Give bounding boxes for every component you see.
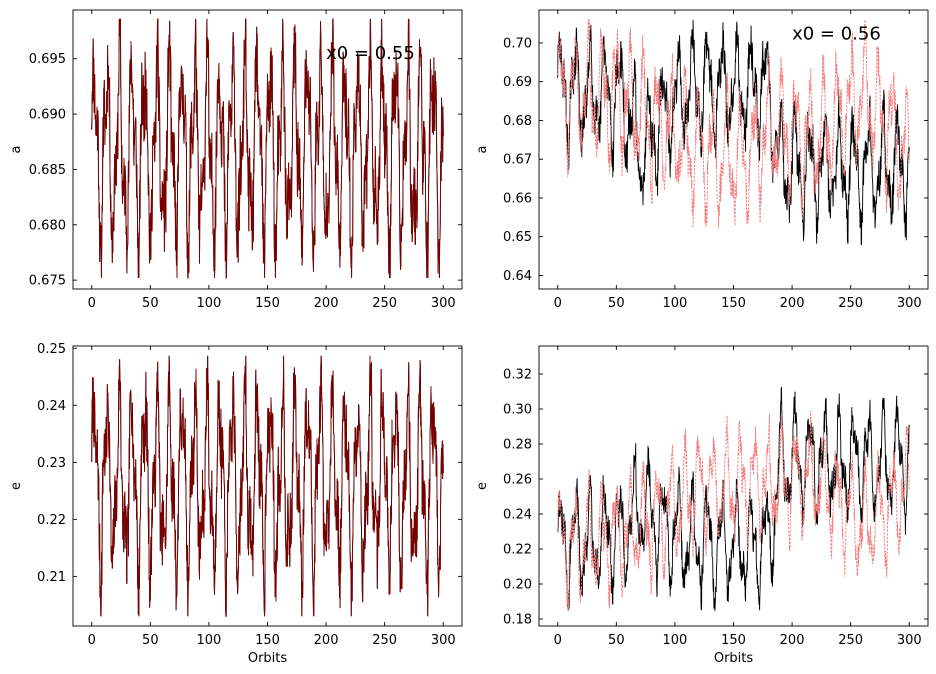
x-tick-label: 0	[554, 633, 562, 648]
series-line-perturbed	[557, 19, 910, 228]
x-tick-label: 50	[142, 633, 159, 648]
y-tick-label: 0.32	[503, 368, 532, 383]
y-axis-label: a	[475, 146, 490, 154]
series-line-perturbed	[91, 18, 444, 279]
annotation-label: x0 = 0.56	[792, 23, 881, 44]
y-tick-label: 0.23	[37, 456, 66, 471]
x-tick-label: 150	[721, 296, 746, 311]
axes-frame	[538, 9, 929, 290]
y-tick-label: 0.690	[29, 108, 66, 123]
y-tick-label: 0.22	[503, 543, 532, 558]
y-tick-label: 0.20	[503, 578, 532, 593]
x-tick-label: 100	[197, 296, 222, 311]
y-tick-label: 0.70	[503, 36, 532, 51]
x-tick-label: 150	[255, 296, 280, 311]
y-tick-label: 0.64	[503, 269, 532, 284]
y-tick-label: 0.68	[503, 114, 532, 129]
y-tick-label: 0.26	[503, 473, 532, 488]
x-tick-label: 100	[197, 633, 222, 648]
y-axis-label: e	[475, 482, 490, 490]
y-tick-label: 0.24	[503, 508, 532, 523]
x-tick-label: 300	[897, 633, 922, 648]
x-tick-label: 50	[608, 633, 625, 648]
panel-1: 0 50 100 150 200 250 300 0.675 0.680 0.685 0.690 0.…	[9, 9, 463, 311]
x-tick-label: 250	[372, 633, 397, 648]
x-axis-label: Orbits	[714, 651, 754, 666]
y-tick-label: 0.675	[29, 274, 66, 289]
y-tick-label: 0.30	[503, 403, 532, 418]
annotation-label: x0 = 0.55	[326, 43, 415, 64]
y-tick-label: 0.66	[503, 191, 532, 206]
axes-frame	[72, 345, 463, 627]
x-tick-label: 150	[721, 633, 746, 648]
series-line-perturbed	[91, 355, 444, 617]
x-tick-label: 300	[431, 633, 456, 648]
y-axis-label: a	[9, 146, 24, 154]
y-tick-label: 0.21	[37, 570, 66, 585]
x-tick-label: 150	[255, 633, 280, 648]
y-axis-label: e	[9, 482, 24, 490]
y-tick-label: 0.22	[37, 513, 66, 528]
x-tick-label: 200	[314, 633, 339, 648]
x-tick-label: 200	[780, 296, 805, 311]
y-tick-label: 0.24	[37, 399, 66, 414]
y-tick-label: 0.67	[503, 153, 532, 168]
x-tick-label: 300	[431, 296, 456, 311]
x-tick-label: 50	[608, 296, 625, 311]
x-axis-label: Orbits	[248, 651, 288, 666]
y-tick-label: 0.28	[503, 438, 532, 453]
x-tick-label: 0	[554, 296, 562, 311]
x-tick-label: 100	[663, 296, 688, 311]
y-tick-label: 0.25	[37, 342, 66, 357]
y-tick-label: 0.65	[503, 230, 532, 245]
panel-3: 0 50 100 150 200 250 300 0.21 0.22 0.23 0.24 0.25 e O…	[9, 342, 463, 666]
x-tick-label: 250	[372, 296, 397, 311]
x-tick-label: 250	[838, 296, 863, 311]
y-tick-label: 0.680	[29, 218, 66, 233]
series-line-reference	[557, 19, 910, 246]
series-line-reference	[557, 386, 910, 611]
x-tick-label: 300	[897, 296, 922, 311]
x-tick-label: 0	[88, 633, 96, 648]
panel-4: 0 50 100 150 200 250 300 0.18 0.20 0.22 0.24 0.26 0.…	[475, 345, 929, 666]
y-tick-label: 0.695	[29, 52, 66, 67]
x-tick-label: 0	[88, 296, 96, 311]
y-tick-label: 0.69	[503, 75, 532, 90]
panel-2: 0 50 100 150 200 250 300 0.64 0.65 0.66 0.67 0.68 0.…	[475, 9, 929, 311]
y-tick-label: 0.685	[29, 163, 66, 178]
axes-frame	[538, 345, 929, 627]
series-line-perturbed	[557, 410, 910, 611]
y-tick-label: 0.18	[503, 613, 532, 628]
x-tick-label: 50	[142, 296, 159, 311]
x-tick-label: 100	[663, 633, 688, 648]
x-tick-label: 200	[314, 296, 339, 311]
x-tick-label: 250	[838, 633, 863, 648]
x-tick-label: 200	[780, 633, 805, 648]
